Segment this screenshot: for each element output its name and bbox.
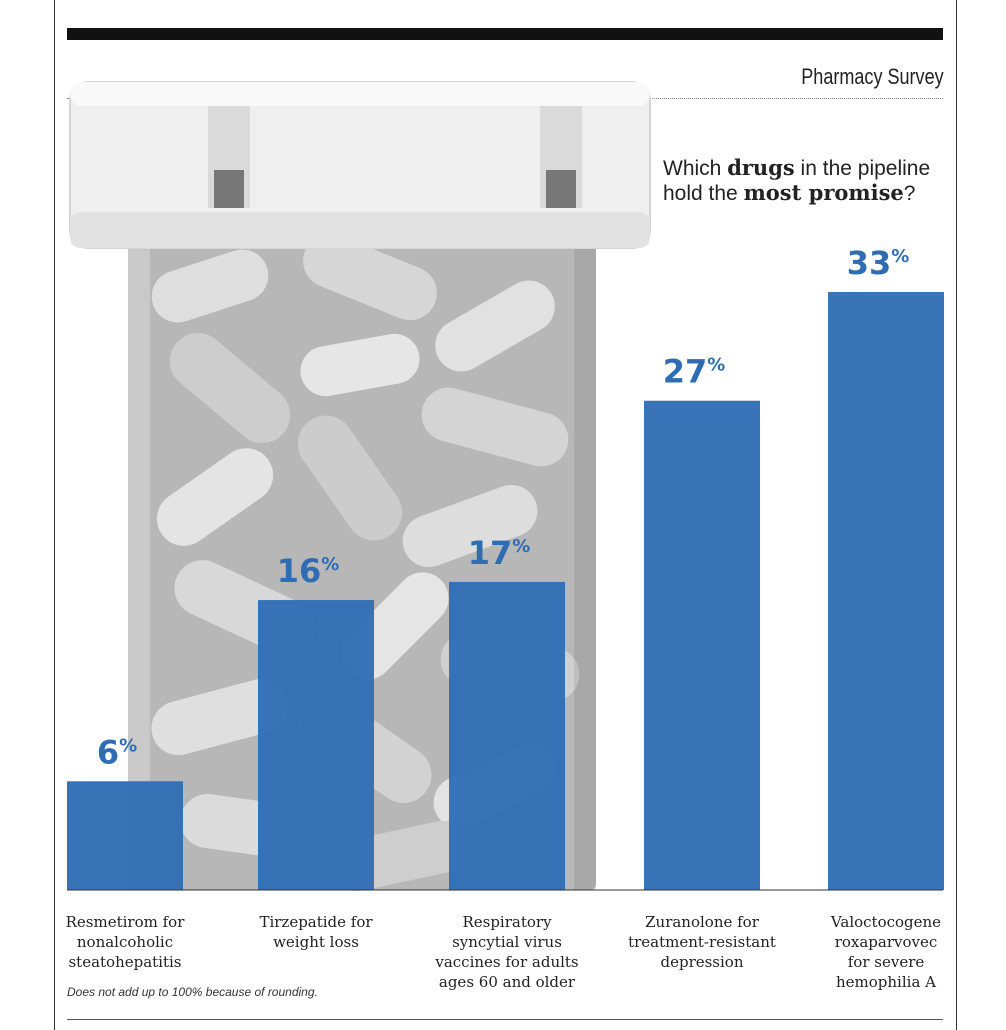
category-label-line: ages 60 and older bbox=[438, 973, 576, 991]
question-emphasis: most promise bbox=[743, 180, 904, 205]
left-border bbox=[54, 0, 55, 1030]
category-label-line: roxaparvovec bbox=[834, 933, 938, 951]
category-label: Zuranolone for treatment-resistant depress… bbox=[617, 912, 787, 972]
category-label-line: vaccines for adults bbox=[435, 953, 579, 971]
question-text: in the pipeline hold the bbox=[663, 157, 931, 205]
category-label-line: Zuranolone for bbox=[645, 913, 759, 931]
right-border bbox=[956, 0, 957, 1030]
category-label: Resmetirom for nonalcoholic steatohepatiti… bbox=[40, 912, 210, 972]
category-label: Valoctocogene roxaparvovec for severe hemop… bbox=[801, 912, 971, 992]
bar bbox=[67, 781, 183, 890]
section-label: Pharmacy Survey bbox=[801, 64, 944, 89]
question-emphasis: drugs bbox=[727, 155, 795, 180]
category-label-line: nonalcoholic bbox=[76, 933, 174, 951]
category-label-line: steatohepatitis bbox=[68, 953, 182, 971]
bar-value-label: 17% bbox=[468, 534, 531, 572]
question-text: Which bbox=[663, 157, 728, 180]
category-label-line: Tirzepatide for bbox=[259, 913, 373, 931]
top-bar bbox=[67, 28, 943, 40]
category-label-line: syncytial virus bbox=[452, 933, 562, 951]
category-label-line: depression bbox=[660, 953, 744, 971]
footnote: Does not add up to 100% because of round… bbox=[67, 985, 318, 999]
category-label-line: for severe bbox=[847, 953, 925, 971]
category-label-line: treatment-resistant bbox=[628, 933, 776, 951]
category-label-line: Resmetirom for bbox=[65, 913, 185, 931]
category-label: Respiratory syncytial virus vaccines for a… bbox=[422, 912, 592, 992]
bar bbox=[449, 581, 565, 890]
category-label-line: Valoctocogene bbox=[830, 913, 942, 931]
bottom-divider bbox=[67, 1019, 943, 1020]
bar bbox=[828, 292, 944, 890]
category-label-line: weight loss bbox=[273, 933, 359, 951]
bar-value-label: 27% bbox=[663, 353, 726, 391]
category-label-line: hemophilia A bbox=[836, 973, 936, 991]
bar bbox=[258, 600, 374, 890]
category-label-line: Respiratory bbox=[462, 913, 552, 931]
question-text: ? bbox=[903, 182, 916, 205]
bar-value-label: 33% bbox=[847, 244, 910, 282]
category-label: Tirzepatide for weight loss bbox=[231, 912, 401, 952]
bar-group bbox=[67, 292, 944, 890]
chart-question: Which drugs in the pipeline hold the mos… bbox=[663, 156, 953, 206]
bar bbox=[644, 400, 760, 890]
